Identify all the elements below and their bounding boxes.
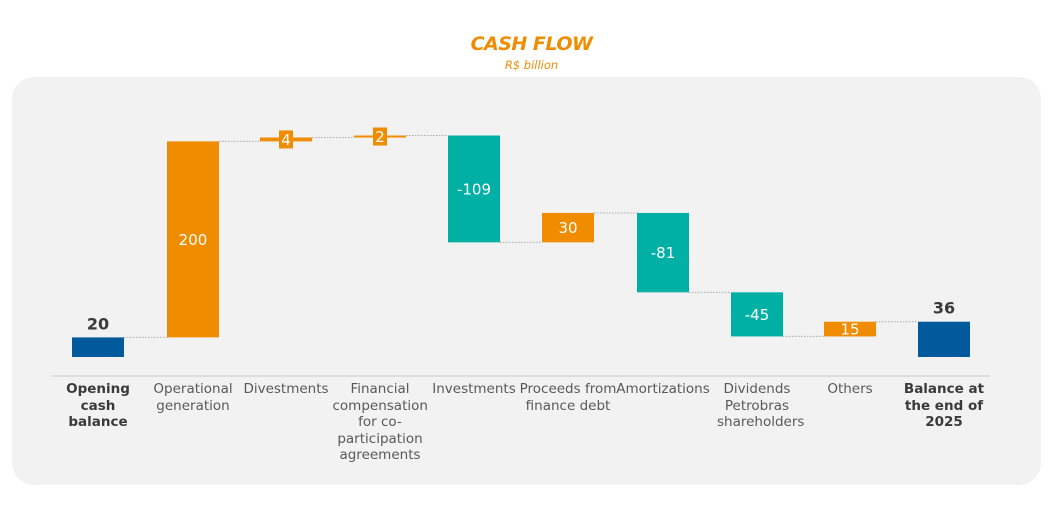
- category-label-3: Financial compensation for co-participat…: [332, 381, 428, 463]
- category-label-5: Proceeds from finance debt: [519, 381, 617, 414]
- category-label-0: Opening cash balance: [66, 381, 130, 430]
- bar-4-value-label: -109: [457, 180, 491, 198]
- bar-4: [448, 135, 500, 243]
- bar-1-value-label: 200: [179, 231, 208, 249]
- bar-7-value-label: -45: [745, 306, 770, 324]
- category-label-9: Balance at the end of 2025: [903, 381, 985, 430]
- bar-5: [542, 212, 594, 243]
- category-label-8: Others: [827, 381, 873, 397]
- bar-8-value-label: 15: [840, 321, 859, 339]
- bar-0-value-label: 20: [87, 314, 109, 333]
- bar-1: [167, 141, 219, 338]
- chart-subtitle: R$ billion: [504, 58, 559, 72]
- chart-title: CASH FLOW: [470, 33, 593, 55]
- bar-2-value-label: 4: [281, 131, 291, 149]
- bar-0: [72, 337, 124, 357]
- bar-5-value-label: 30: [558, 219, 577, 237]
- bar-9: [918, 321, 970, 357]
- category-label-7: Dividends Petrobras shareholders: [717, 381, 805, 430]
- bar-7: [731, 292, 783, 337]
- category-label-6: Amortizations: [616, 381, 710, 397]
- bar-9-value-label: 36: [933, 299, 955, 318]
- category-label-4: Investments: [432, 381, 516, 397]
- category-label-1: Operational generation: [153, 381, 233, 414]
- bar-8: [824, 321, 876, 337]
- category-label-2: Divestments: [243, 381, 329, 397]
- bar-6-value-label: -81: [651, 244, 676, 262]
- bar-3-value-label: 2: [375, 128, 385, 146]
- bar-2-label-chip: [279, 130, 293, 149]
- bar-6: [637, 212, 689, 293]
- bar-3-label-chip: [373, 127, 387, 146]
